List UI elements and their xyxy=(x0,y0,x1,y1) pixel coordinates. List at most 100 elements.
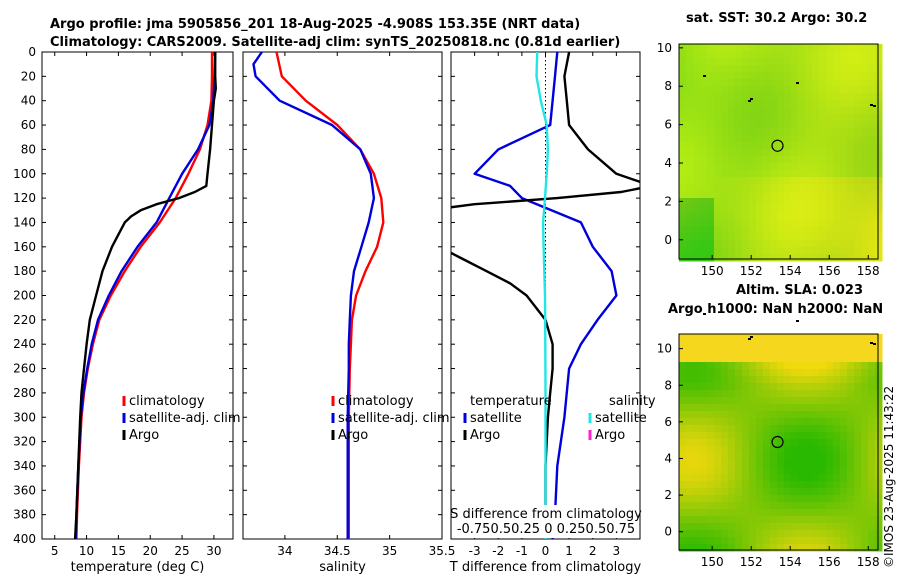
sla_map-cell xyxy=(805,404,813,412)
sst_map-cell xyxy=(728,44,736,52)
sla_map-cell xyxy=(826,418,834,426)
sla_map-cell xyxy=(826,334,834,342)
sla_map-cell xyxy=(861,516,869,524)
sla_map-cell xyxy=(868,509,876,517)
sla_map-cell xyxy=(777,432,785,440)
sst_map-cell xyxy=(826,247,834,255)
sla_map-cell xyxy=(700,355,708,363)
sla_map-cell xyxy=(777,502,785,510)
sst_map-cell xyxy=(714,226,722,234)
sla_map-cell xyxy=(693,376,701,384)
sst_map-cell xyxy=(868,65,876,73)
sla_map-argo-marker xyxy=(771,435,784,449)
sst_map-cell xyxy=(742,191,750,199)
sst_map-cell xyxy=(728,107,736,115)
sst_map-cell xyxy=(728,254,736,262)
sst_map-cell xyxy=(756,233,764,241)
sla_map-cell xyxy=(791,439,799,447)
sla_map-cell xyxy=(819,390,827,398)
temperature-xtick-label: 20 xyxy=(143,544,158,558)
sst_map-cell xyxy=(875,219,883,227)
sst_map-cell xyxy=(833,114,841,122)
sla_map-cell xyxy=(728,502,736,510)
sla_map-cell xyxy=(812,502,820,510)
sla_map-cell xyxy=(707,432,715,440)
sla_map-cell xyxy=(756,355,764,363)
sst_map-cell xyxy=(756,240,764,248)
sst_map-cell xyxy=(875,65,883,73)
sla_map-xtick-label: 158 xyxy=(857,555,880,569)
sla_map-cell xyxy=(777,453,785,461)
sla_map-cell xyxy=(735,495,743,503)
sst_map-cell xyxy=(784,247,792,255)
sst_map-cell xyxy=(854,128,862,136)
sla_map-cell xyxy=(840,467,848,475)
sla_map-cell xyxy=(777,530,785,538)
sla_map-cell xyxy=(784,544,792,552)
sst_map-cell xyxy=(700,107,708,115)
sst_map-cell xyxy=(791,156,799,164)
sla_map-cell xyxy=(714,488,722,496)
sla_map-cell xyxy=(777,334,785,342)
sst_map-cell xyxy=(833,128,841,136)
sla_map-cell xyxy=(805,432,813,440)
sst_map-cell xyxy=(854,100,862,108)
sst_map-cell xyxy=(833,247,841,255)
sla_map-cell xyxy=(826,474,834,482)
sla_map-cell xyxy=(735,376,743,384)
sla_map-cell xyxy=(798,439,806,447)
sla_map-cell xyxy=(819,488,827,496)
sst_map-cell xyxy=(854,114,862,122)
sst_map-cell xyxy=(756,51,764,59)
sla_map-cell xyxy=(679,544,687,552)
sst_map-cell xyxy=(735,219,743,227)
sst_map-cell xyxy=(742,65,750,73)
sst_map-cell xyxy=(686,226,694,234)
sla_map-cell xyxy=(742,516,750,524)
sst_map-cell xyxy=(847,219,855,227)
sst_map-ytick-label: 2 xyxy=(664,194,672,208)
sla_map-cell xyxy=(777,362,785,370)
sla_map-cell xyxy=(798,376,806,384)
sla_map-cell xyxy=(840,348,848,356)
sst_map-cell xyxy=(861,156,869,164)
sla_map-cell xyxy=(798,502,806,510)
sla_map-cell xyxy=(707,467,715,475)
sst_map-cell xyxy=(833,65,841,73)
sst_map-cell xyxy=(707,121,715,129)
sst_map-cell xyxy=(763,79,771,87)
sla_map-cell xyxy=(714,425,722,433)
sla_map-cell xyxy=(840,544,848,552)
sst_map-cell xyxy=(868,156,876,164)
sla_map-cell xyxy=(742,544,750,552)
sst_map-cell xyxy=(721,226,729,234)
sla_map-cell xyxy=(714,397,722,405)
sst_map-cell xyxy=(700,93,708,101)
sla_map-cell xyxy=(875,334,883,342)
sla_map-cell xyxy=(693,502,701,510)
sla_map-cell xyxy=(840,509,848,517)
sst_map-cell xyxy=(735,65,743,73)
sst_map-cell xyxy=(700,233,708,241)
sla_map-cell xyxy=(735,362,743,370)
sla_map-cell xyxy=(826,362,834,370)
sst_map-cell xyxy=(840,121,848,129)
sst_map-cell xyxy=(721,247,729,255)
sst_map-cell xyxy=(791,191,799,199)
sst_map-cell xyxy=(749,135,757,143)
sla_map-cell xyxy=(749,432,757,440)
sla_map-cell xyxy=(728,495,736,503)
sla_map-cell xyxy=(868,523,876,531)
sla_map-cell xyxy=(868,439,876,447)
sla_map-cell xyxy=(805,348,813,356)
sst_map-cell xyxy=(840,247,848,255)
sla_map-cell xyxy=(742,537,750,545)
sla_map-cell xyxy=(791,530,799,538)
sst_map-cell xyxy=(749,184,757,192)
sst_map-cell xyxy=(847,51,855,59)
sst_map-cell xyxy=(805,226,813,234)
sla_map-cell xyxy=(763,348,771,356)
sst_map-cell xyxy=(840,93,848,101)
sst_map-cell xyxy=(819,114,827,122)
